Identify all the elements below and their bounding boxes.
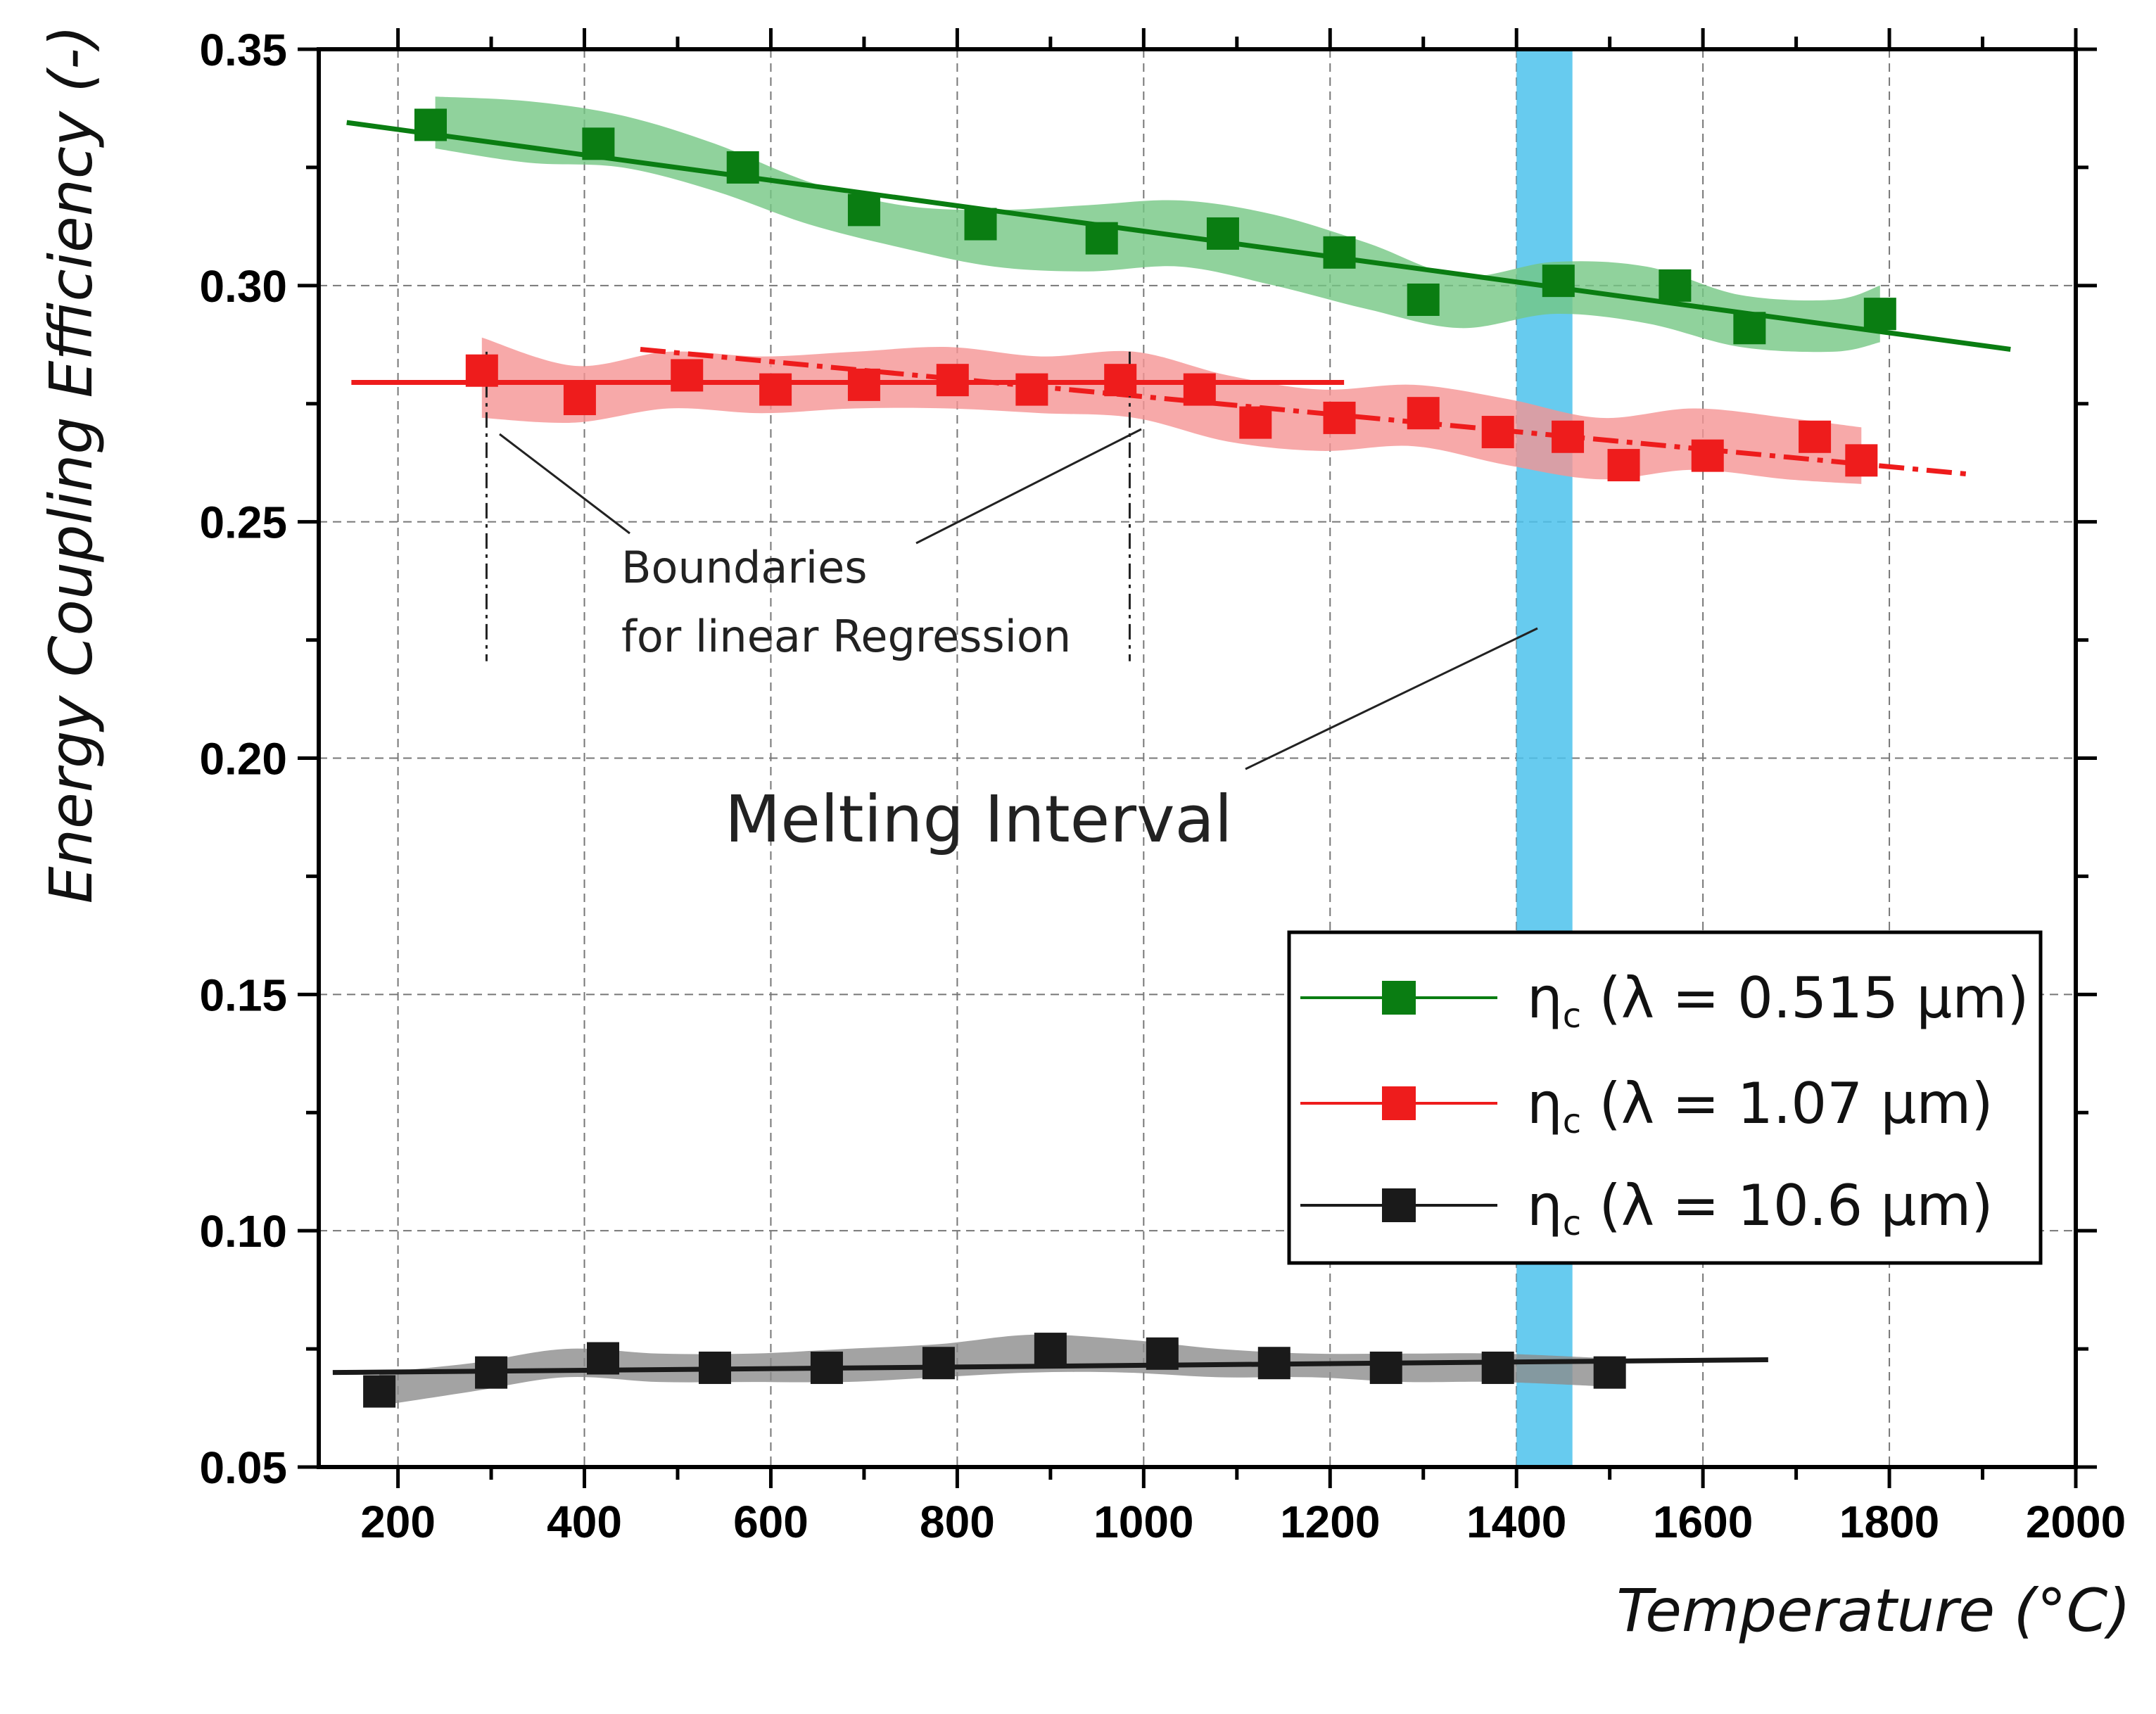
data-point bbox=[475, 1356, 508, 1389]
data-point bbox=[465, 354, 498, 387]
legend: ηc (λ = 0.515 µm)ηc (λ = 1.07 µm)ηc (λ =… bbox=[1287, 930, 2043, 1265]
data-point bbox=[1481, 416, 1514, 449]
data-point bbox=[414, 108, 447, 141]
x-tick-label: 1400 bbox=[1466, 1497, 1566, 1547]
data-points bbox=[363, 108, 1896, 1408]
legend-label-prefix: η bbox=[1527, 1071, 1563, 1136]
legend-marker bbox=[1382, 1086, 1416, 1120]
tick-labels: 200 400 600 800 1000 1200 1400 1600 1800 2000 0.05… bbox=[199, 25, 2126, 1547]
legend-label: ηc (λ = 0.515 µm) bbox=[1527, 965, 2029, 1036]
data-point bbox=[847, 193, 880, 227]
data-point bbox=[1845, 444, 1878, 477]
data-point bbox=[1034, 1333, 1067, 1366]
legend-marker bbox=[1382, 1188, 1416, 1222]
data-point bbox=[936, 364, 969, 397]
data-point bbox=[1323, 401, 1356, 434]
legend-label: ηc (λ = 10.6 µm) bbox=[1527, 1173, 1993, 1243]
data-point bbox=[922, 1347, 955, 1380]
regression-boundaries bbox=[485, 351, 1131, 661]
legend-label-suffix: (λ = 10.6 µm) bbox=[1581, 1173, 1993, 1238]
uncertainty-band bbox=[481, 337, 1862, 484]
data-point bbox=[1146, 1337, 1179, 1370]
data-point bbox=[1015, 373, 1048, 406]
legend-label: ηc (λ = 1.07 µm) bbox=[1527, 1071, 1993, 1141]
x-tick-label: 1800 bbox=[1839, 1497, 1939, 1547]
data-point bbox=[1407, 397, 1440, 430]
y-tick-label: 0.20 bbox=[199, 734, 287, 785]
data-point bbox=[587, 1342, 620, 1375]
boundaries-label-line2: for linear Regression bbox=[621, 611, 1071, 662]
uncertainty-band bbox=[379, 1334, 1610, 1406]
data-point bbox=[1323, 236, 1356, 269]
x-tick-label: 600 bbox=[733, 1497, 808, 1547]
melting-label: Melting Interval bbox=[725, 782, 1232, 857]
y-tick-label: 0.25 bbox=[199, 497, 287, 548]
regression-line bbox=[346, 120, 2011, 352]
data-point bbox=[563, 383, 596, 416]
data-point bbox=[1481, 1351, 1514, 1384]
y-axis-title: Energy Coupling Efficiency (-) bbox=[37, 25, 106, 904]
data-point bbox=[363, 1375, 396, 1408]
data-point bbox=[726, 151, 759, 184]
data-point bbox=[1085, 222, 1118, 255]
data-point bbox=[1257, 1347, 1291, 1380]
data-point bbox=[1799, 420, 1832, 453]
legend-label-subscript: c bbox=[1563, 996, 1581, 1036]
legend-label-prefix: η bbox=[1527, 1173, 1563, 1238]
melting-annotation: Melting Interval bbox=[725, 627, 1538, 857]
regression-lines bbox=[332, 120, 2011, 1376]
data-point bbox=[1659, 269, 1692, 302]
legend-label-subscript: c bbox=[1563, 1102, 1581, 1141]
boundaries-pointer-right bbox=[915, 428, 1142, 545]
x-tick-label: 800 bbox=[920, 1497, 995, 1547]
boundaries-label-line1: Boundaries bbox=[621, 542, 868, 593]
data-point bbox=[698, 1351, 731, 1384]
y-tick-label: 0.15 bbox=[199, 970, 287, 1020]
data-point bbox=[671, 359, 704, 392]
data-point bbox=[1542, 265, 1575, 298]
legend-label-suffix: (λ = 1.07 µm) bbox=[1581, 1071, 1993, 1136]
x-tick-label: 2000 bbox=[2026, 1497, 2126, 1547]
data-point bbox=[1593, 1356, 1626, 1389]
x-tick-label: 1200 bbox=[1280, 1497, 1380, 1547]
data-point bbox=[582, 127, 615, 160]
legend-marker bbox=[1382, 981, 1416, 1015]
x-axis-title: Temperature (°C) bbox=[1616, 1576, 2131, 1645]
data-point bbox=[810, 1351, 843, 1384]
regression-line bbox=[640, 347, 1974, 477]
data-point bbox=[1104, 364, 1137, 397]
data-point bbox=[1206, 217, 1239, 250]
data-point bbox=[1183, 373, 1216, 406]
x-tick-label: 200 bbox=[360, 1497, 436, 1547]
axes bbox=[298, 28, 2097, 1488]
data-point bbox=[1407, 283, 1440, 316]
regression-line bbox=[332, 1357, 1768, 1376]
uncertainty-bands bbox=[379, 96, 1880, 1406]
x-tick-label: 1000 bbox=[1093, 1497, 1193, 1547]
boundaries-annotation: Boundaries for linear Regression bbox=[499, 428, 1142, 662]
data-point bbox=[1733, 312, 1766, 345]
data-point bbox=[1863, 298, 1896, 331]
legend-label-suffix: (λ = 0.515 µm) bbox=[1581, 965, 2029, 1031]
y-tick-label: 0.35 bbox=[199, 25, 287, 75]
data-point bbox=[1691, 439, 1724, 472]
melting-pointer bbox=[1245, 627, 1538, 770]
uncertainty-band bbox=[435, 96, 1880, 353]
data-point bbox=[759, 373, 792, 406]
data-point bbox=[964, 208, 997, 241]
x-tick-label: 1600 bbox=[1653, 1497, 1753, 1547]
data-point bbox=[1607, 449, 1640, 482]
y-tick-label: 0.10 bbox=[199, 1206, 287, 1257]
data-point bbox=[1552, 420, 1585, 453]
y-tick-label: 0.05 bbox=[199, 1442, 287, 1493]
data-point bbox=[1369, 1351, 1402, 1384]
x-tick-label: 400 bbox=[547, 1497, 622, 1547]
y-tick-label: 0.30 bbox=[199, 261, 287, 312]
legend-label-prefix: η bbox=[1527, 965, 1563, 1031]
boundaries-pointer-left bbox=[499, 433, 630, 535]
data-point bbox=[847, 368, 880, 401]
legend-label-subscript: c bbox=[1563, 1204, 1581, 1243]
data-point bbox=[1239, 406, 1272, 439]
